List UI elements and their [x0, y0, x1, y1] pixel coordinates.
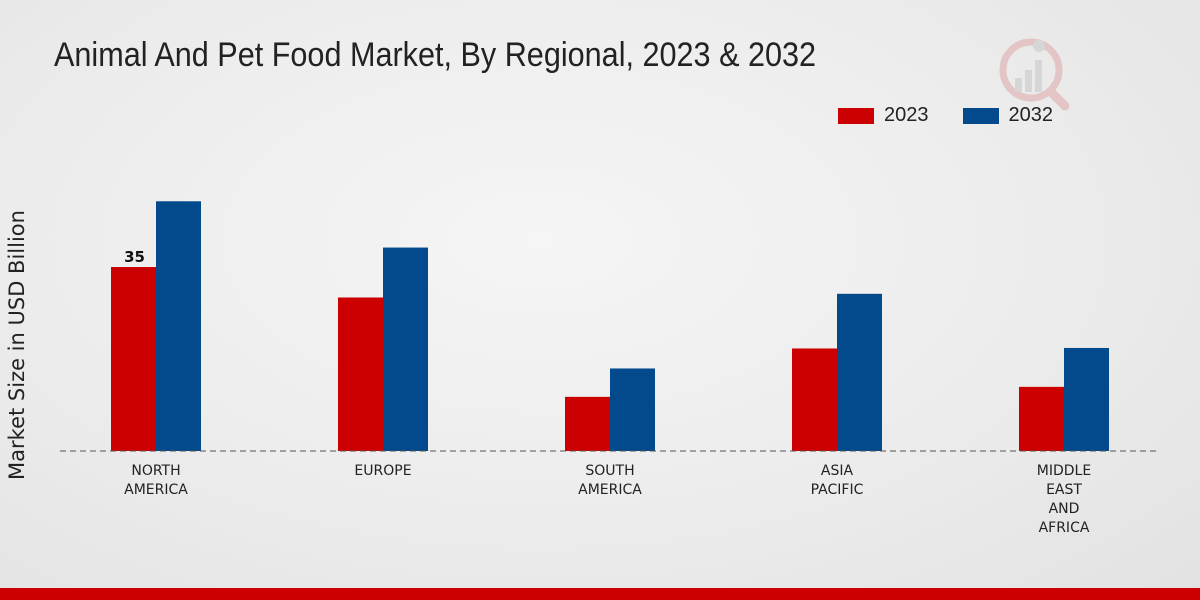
legend-label-2023: 2023 — [884, 104, 929, 126]
x-tick-label-middle-east-and-africa: MIDDLE EAST AND AFRICA — [1037, 463, 1091, 536]
bar-asia-pacific-2023 — [792, 348, 837, 451]
bar-europe-2032 — [383, 247, 428, 451]
x-tick-label-europe: EUROPE — [354, 463, 411, 479]
labels-group: NORTH AMERICA EUROPE SOUTH AMERICA ASIA PACIFI… — [124, 248, 1091, 536]
x-tick-label-north-america: NORTH AMERICA — [124, 463, 188, 498]
footer-bar — [0, 588, 1200, 600]
bar-chart-magnifier-watermark-icon — [995, 30, 1075, 119]
bar-middle-east-and-africa-2023 — [1019, 386, 1064, 451]
bar-south-america-2032 — [610, 368, 655, 451]
bar-europe-2023 — [338, 297, 383, 451]
bar-north-america-2032 — [156, 201, 201, 451]
legend-swatch-2032 — [962, 107, 999, 124]
bar-south-america-2023 — [565, 396, 610, 451]
legend-item-2023: 2023 — [838, 104, 929, 127]
legend-item-2032: 2032 — [962, 104, 1054, 127]
legend-label-2032: 2032 — [1008, 104, 1054, 126]
bars-group — [111, 201, 1109, 451]
data-label-north-america-2023: 35 — [124, 248, 145, 266]
bar-asia-pacific-2032 — [837, 293, 882, 451]
chart-title: Animal And Pet Food Market, By Regional,… — [54, 36, 817, 74]
bar-north-america-2023 — [111, 267, 156, 451]
x-tick-label-asia-pacific: ASIA PACIFIC — [811, 463, 864, 498]
chart-legend: 2023 2032 — [838, 104, 1087, 127]
x-tick-label-south-america: SOUTH AMERICA — [578, 463, 642, 498]
legend-swatch-2023 — [838, 107, 874, 124]
bar-middle-east-and-africa-2032 — [1064, 347, 1109, 451]
